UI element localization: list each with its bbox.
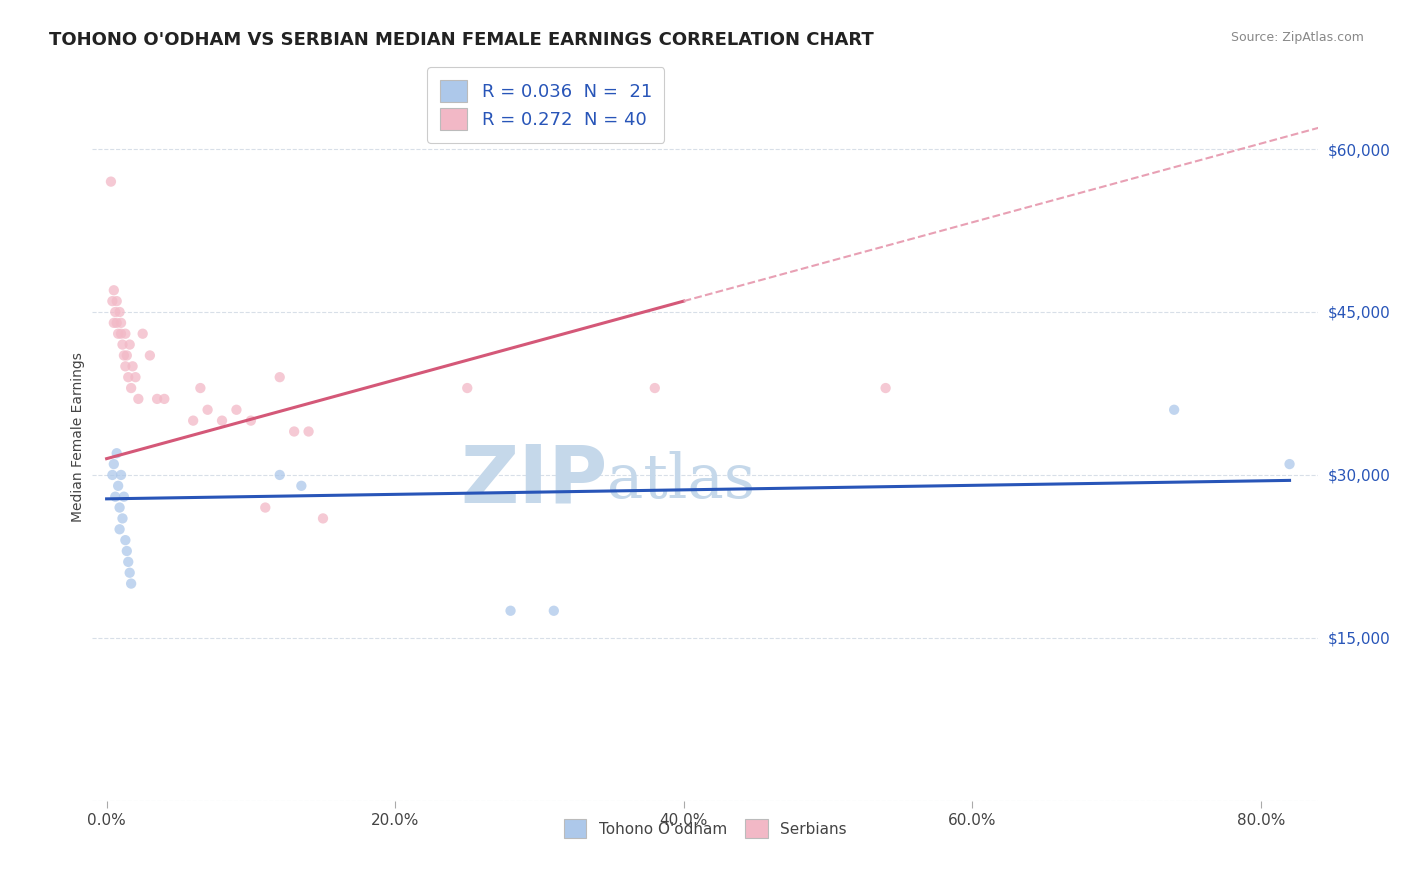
Point <box>120 381 142 395</box>
Point <box>114 533 136 548</box>
Point <box>254 500 277 515</box>
Point <box>111 511 134 525</box>
Point <box>105 446 128 460</box>
Text: ZIP: ZIP <box>460 442 607 520</box>
Point <box>101 467 124 482</box>
Text: TOHONO O'ODHAM VS SERBIAN MEDIAN FEMALE EARNINGS CORRELATION CHART: TOHONO O'ODHAM VS SERBIAN MEDIAN FEMALE … <box>49 31 875 49</box>
Point <box>117 370 139 384</box>
Point <box>1278 457 1301 471</box>
Point <box>1163 402 1185 417</box>
Point <box>131 326 153 341</box>
Point <box>115 348 138 362</box>
Text: Source: ZipAtlas.com: Source: ZipAtlas.com <box>1230 31 1364 45</box>
Point <box>118 566 141 580</box>
Point <box>121 359 143 374</box>
Point <box>127 392 149 406</box>
Point <box>114 359 136 374</box>
Point <box>107 479 129 493</box>
Point <box>290 479 312 493</box>
Point <box>117 555 139 569</box>
Point <box>269 467 291 482</box>
Point <box>103 316 125 330</box>
Point <box>197 402 219 417</box>
Point <box>146 392 169 406</box>
Point <box>139 348 162 362</box>
Point <box>239 414 262 428</box>
Point <box>225 402 247 417</box>
Point <box>112 348 135 362</box>
Point <box>456 381 478 395</box>
Point <box>110 467 132 482</box>
Point <box>211 414 233 428</box>
Legend: Tohono O'odham, Serbians: Tohono O'odham, Serbians <box>557 814 853 844</box>
Point <box>118 337 141 351</box>
Point <box>104 305 127 319</box>
Point <box>105 316 128 330</box>
Point <box>190 381 212 395</box>
Point <box>103 457 125 471</box>
Y-axis label: Median Female Earnings: Median Female Earnings <box>72 352 86 522</box>
Point <box>115 544 138 558</box>
Point <box>110 326 132 341</box>
Point <box>499 604 522 618</box>
Point <box>297 425 319 439</box>
Point <box>644 381 666 395</box>
Point <box>124 370 146 384</box>
Point <box>153 392 176 406</box>
Point <box>108 305 131 319</box>
Point <box>875 381 897 395</box>
Point <box>103 283 125 297</box>
Point <box>269 370 291 384</box>
Point <box>108 500 131 515</box>
Point <box>111 337 134 351</box>
Point <box>112 490 135 504</box>
Text: atlas: atlas <box>607 450 755 510</box>
Point <box>101 294 124 309</box>
Point <box>105 294 128 309</box>
Point <box>114 326 136 341</box>
Point <box>120 576 142 591</box>
Point <box>110 316 132 330</box>
Point <box>312 511 335 525</box>
Point <box>107 326 129 341</box>
Point <box>181 414 204 428</box>
Point <box>104 490 127 504</box>
Point <box>283 425 305 439</box>
Point <box>100 175 122 189</box>
Point <box>543 604 565 618</box>
Point <box>108 522 131 536</box>
